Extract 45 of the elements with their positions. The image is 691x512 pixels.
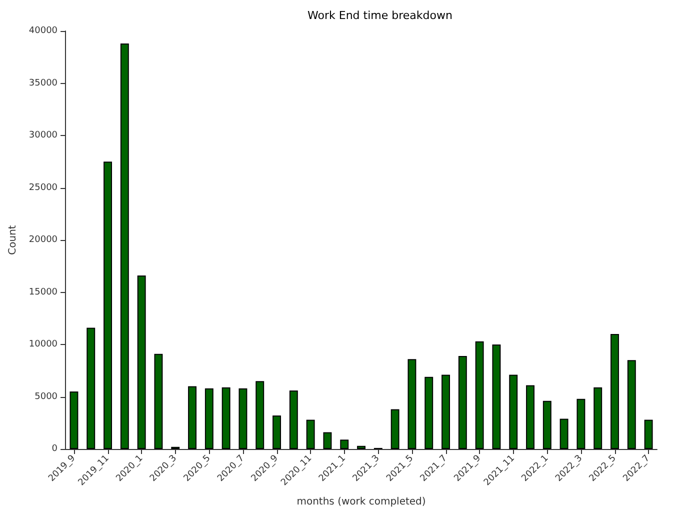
- bar: [357, 446, 366, 449]
- bar: [272, 416, 281, 449]
- bar: [509, 374, 518, 449]
- y-tick-label: 20000: [28, 235, 58, 245]
- bar: [458, 356, 467, 449]
- bar: [610, 334, 619, 449]
- y-axis-title: Count: [8, 225, 18, 255]
- bar: [256, 381, 264, 449]
- y-tick-label: 40000: [28, 26, 58, 36]
- bar: [104, 162, 112, 449]
- bar: [475, 341, 484, 449]
- bar: [289, 390, 298, 449]
- y-tick-label: 15000: [28, 287, 58, 298]
- bar: [306, 420, 315, 449]
- bar: [594, 387, 602, 449]
- bar: [120, 44, 129, 449]
- bar: [222, 387, 230, 449]
- bar: [323, 432, 332, 449]
- chart-title: Work End time breakdown: [308, 9, 452, 22]
- bar: [408, 359, 416, 449]
- y-tick-label: 25000: [28, 182, 58, 193]
- bar: [576, 398, 586, 449]
- bar: [627, 360, 636, 449]
- y-tick-label: 35000: [28, 78, 58, 88]
- y-tick-label: 5000: [34, 392, 58, 402]
- bar: [188, 386, 196, 449]
- x-axis-title: months (work completed): [296, 496, 426, 508]
- bar: [238, 388, 248, 449]
- bar: [204, 388, 214, 449]
- y-tick-label: 10000: [28, 340, 58, 350]
- bar: [137, 276, 146, 449]
- bar: [442, 374, 450, 449]
- bar: [390, 409, 400, 449]
- bar: [340, 440, 349, 449]
- bar: [644, 420, 653, 449]
- y-tick-label: 30000: [28, 130, 58, 140]
- bar: [86, 328, 96, 449]
- bar: [526, 385, 534, 449]
- bar: [492, 344, 501, 449]
- bar: [560, 418, 568, 449]
- bar: [154, 354, 163, 449]
- bar: [542, 400, 552, 449]
- bar: [70, 392, 78, 449]
- bar: [424, 376, 434, 449]
- y-tick-label: 0: [52, 444, 58, 454]
